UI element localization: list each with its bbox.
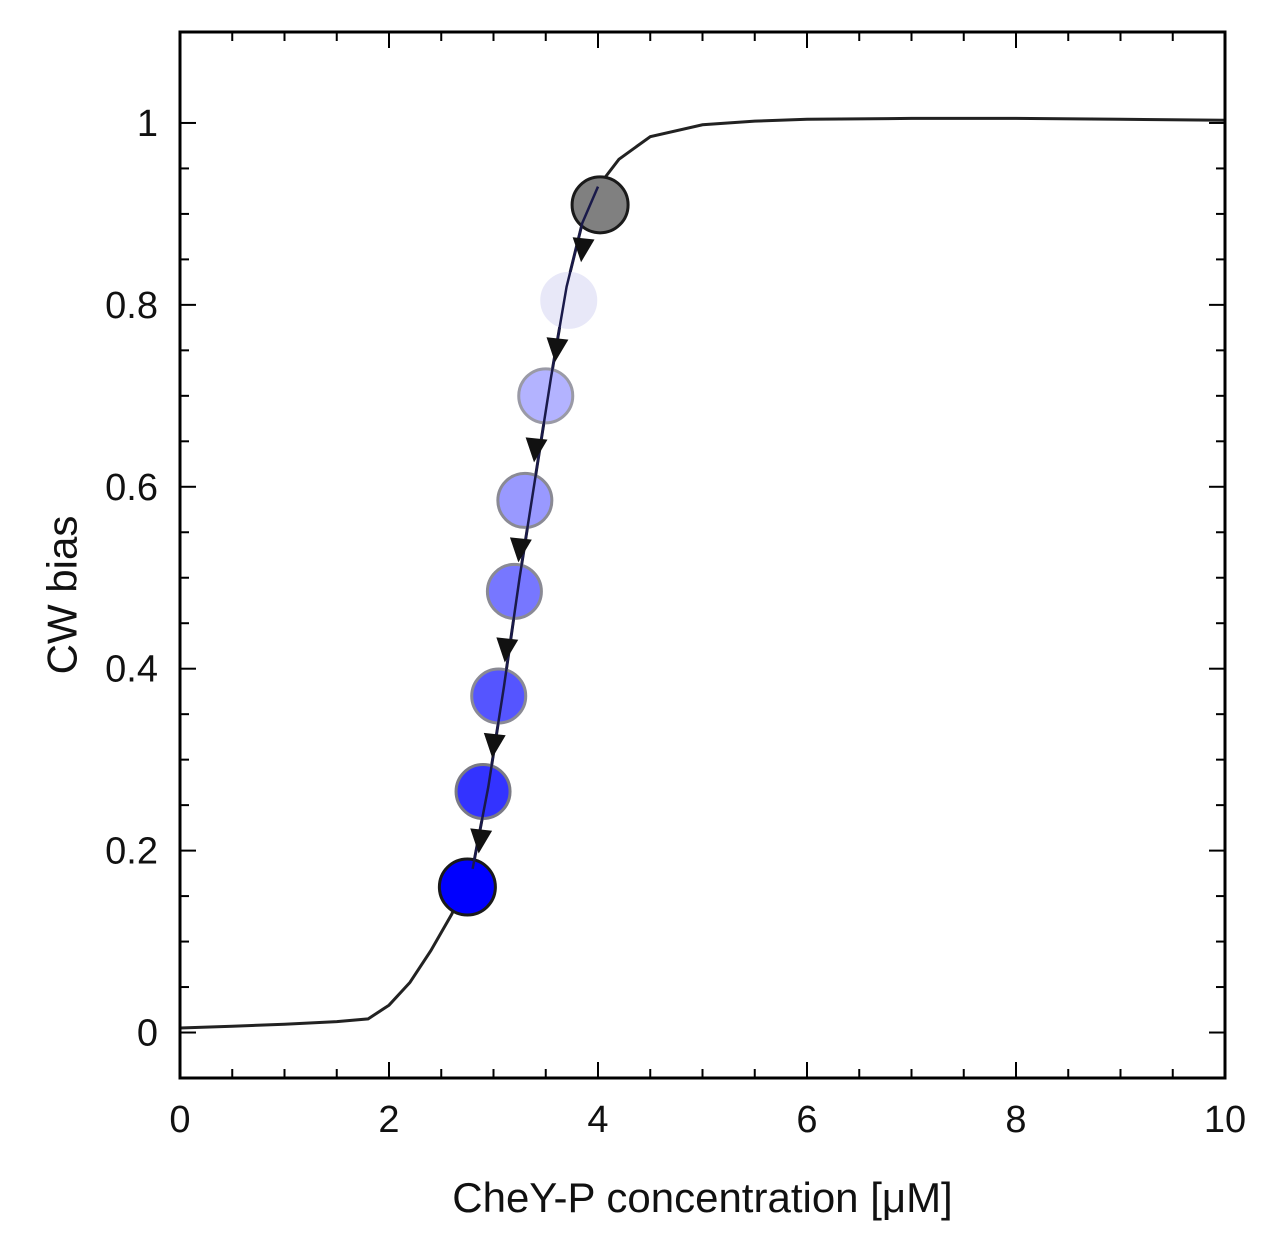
x-tick-label: 6 — [796, 1099, 817, 1141]
direction-arrow — [483, 732, 506, 758]
direction-arrow — [572, 237, 595, 263]
plot-frame — [178, 30, 1227, 1080]
y-axis-label: CW bias — [39, 516, 86, 675]
x-tick-label: 10 — [1204, 1099, 1246, 1141]
data-point — [496, 471, 554, 529]
data-point — [437, 857, 497, 917]
x-tick-label: 2 — [378, 1099, 399, 1141]
direction-arrow — [525, 437, 548, 463]
x-tick-label: 4 — [587, 1099, 608, 1141]
direction-arrow — [470, 828, 493, 854]
axis-ticks: 0 2 4 6 8 10 0 0.2 0.4 0.6 0.8 1 — [105, 32, 1246, 1141]
x-tick-label: 8 — [1005, 1099, 1026, 1141]
y-tick-label: 0 — [137, 1013, 158, 1055]
direction-arrow — [509, 537, 532, 563]
direction-arrow — [496, 637, 519, 663]
data-point — [517, 367, 575, 425]
y-tick-label: 0.6 — [105, 467, 158, 509]
response-curve — [179, 116, 1226, 1030]
data-point — [570, 175, 630, 235]
x-tick-label: 0 — [169, 1099, 190, 1141]
plot-area — [179, 116, 1226, 1030]
x-axis-label: CheY-P concentration [μM] — [452, 1174, 952, 1221]
y-tick-label: 0.4 — [105, 649, 158, 691]
y-tick-label: 0.2 — [105, 831, 158, 873]
y-tick-label: 1 — [137, 103, 158, 145]
y-tick-label: 0.8 — [105, 285, 158, 327]
direction-arrow — [546, 337, 569, 363]
